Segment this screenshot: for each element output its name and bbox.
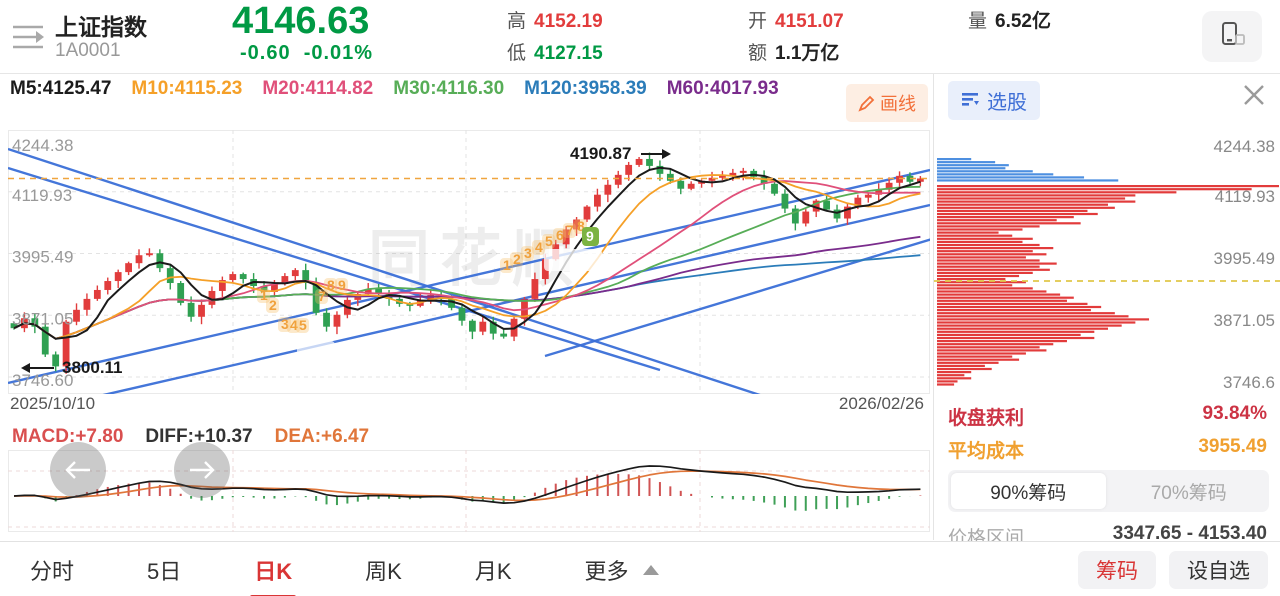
- tab-daily-k[interactable]: 日K: [254, 554, 292, 586]
- filter-bars-icon: [962, 93, 979, 106]
- scroll-right-button[interactable]: [174, 442, 230, 498]
- macd-legend: MACD:+7.80 DIFF:+10.37 DEA:+6.47: [12, 426, 369, 448]
- avg-cost-label: 平均成本: [948, 441, 1025, 462]
- ma-value: M20:4114.82: [262, 78, 374, 99]
- svg-text:9: 9: [586, 228, 594, 244]
- svg-text:5: 5: [299, 317, 307, 333]
- price-range-value: 3347.65 - 4153.40: [1112, 523, 1267, 544]
- svg-text:4: 4: [290, 317, 298, 333]
- svg-text:2: 2: [269, 297, 277, 313]
- menu-arrow-icon[interactable]: [10, 22, 48, 52]
- arrow-right-icon: [190, 461, 215, 479]
- ma-value: M5:4125.47: [10, 78, 112, 99]
- svg-text:3: 3: [524, 245, 532, 261]
- chips-button[interactable]: 筹码: [1078, 550, 1156, 589]
- svg-text:3746.6: 3746.6: [1223, 373, 1275, 392]
- ma-value: M60:4017.93: [666, 78, 779, 99]
- stat-open: 开 4151.07: [748, 11, 844, 32]
- chip-distribution-panel: 4244.38 4119.93 3995.49 3871.05 3746.6 选股 收盘…: [933, 74, 1280, 549]
- stock-code: 1A0001: [55, 40, 121, 61]
- svg-text:8: 8: [577, 218, 585, 234]
- close-profit-row: 收盘获利 93.84%: [948, 403, 1267, 430]
- stock-name: 上证指数: [55, 14, 147, 40]
- svg-text:3871.05: 3871.05: [1214, 311, 1275, 330]
- avg-cost-row: 平均成本 3955.49: [948, 436, 1267, 463]
- svg-text:3995.49: 3995.49: [1214, 249, 1275, 268]
- stat-low: 低 4127.15: [507, 43, 603, 64]
- date-start: 2025/10/10: [10, 394, 96, 413]
- svg-text:4244.38: 4244.38: [12, 136, 73, 155]
- tab-minute[interactable]: 分时: [30, 558, 75, 584]
- svg-text:1: 1: [503, 257, 511, 273]
- svg-text:5: 5: [545, 233, 553, 249]
- svg-text:4190.87: 4190.87: [570, 144, 631, 163]
- ma-legend: M5:4125.47 M10:4115.23 M20:4114.82 M30:4116…: [10, 77, 820, 101]
- svg-text:3995.49: 3995.49: [12, 248, 73, 267]
- volume-profile-chart[interactable]: 4244.38 4119.93 3995.49 3871.05 3746.6: [934, 74, 1280, 540]
- svg-text:4244.38: 4244.38: [1214, 137, 1275, 156]
- close-profit-value: 93.84%: [1202, 403, 1267, 424]
- rotate-screen-button[interactable]: [1202, 11, 1262, 62]
- pencil-icon: [858, 95, 875, 112]
- scroll-left-button[interactable]: [50, 442, 106, 498]
- stat-high: 高 4152.19: [507, 11, 603, 32]
- stock-pick-button[interactable]: 选股: [948, 81, 1040, 120]
- stat-volume: 量 6.52亿: [968, 11, 1051, 32]
- add-watchlist-button[interactable]: 设自选: [1169, 550, 1268, 589]
- svg-text:7: 7: [566, 222, 574, 238]
- avg-cost-value: 3955.49: [1198, 436, 1267, 457]
- chip-percent-tabs: 90%筹码 70%筹码: [948, 470, 1269, 512]
- macd-chart[interactable]: [8, 450, 930, 532]
- dea-value: DEA:+6.47: [274, 426, 370, 447]
- tab-5day[interactable]: 5日: [147, 558, 182, 584]
- tab-more[interactable]: 更多: [585, 554, 659, 586]
- close-profit-label: 收盘获利: [948, 408, 1025, 429]
- svg-text:3871.05: 3871.05: [12, 309, 73, 328]
- ma-value: M10:4115.23: [131, 78, 243, 99]
- close-panel-button[interactable]: [1240, 82, 1268, 110]
- period-tab-bar: 分时 5日 日K 周K 月K 更多 筹码 设自选: [0, 541, 1280, 596]
- date-end: 2026/02/26: [838, 394, 924, 413]
- close-icon: [1244, 85, 1264, 105]
- phone-rotate-icon: [1222, 22, 1245, 45]
- svg-text:4119.93: 4119.93: [1215, 187, 1275, 206]
- chart-region: M5:4125.47 M10:4115.23 M20:4114.82 M30:4116…: [0, 74, 932, 540]
- tab-weekly-k[interactable]: 周K: [365, 558, 402, 584]
- ma-value: M30:4116.30: [393, 78, 505, 99]
- header: 上证指数 1A0001 4146.63 -0.60 -0.01% 高 4152.1…: [0, 0, 1280, 74]
- diff-value: DIFF:+10.37: [145, 426, 253, 447]
- svg-text:4119.93: 4119.93: [12, 186, 72, 205]
- macd-value: MACD:+7.80: [12, 426, 124, 447]
- svg-text:3800.11: 3800.11: [62, 358, 123, 377]
- svg-text:9: 9: [338, 277, 346, 293]
- last-price: 4146.63: [232, 0, 370, 42]
- svg-text:6: 6: [556, 227, 564, 243]
- tab-70-percent-chips[interactable]: 70%筹码: [1150, 482, 1227, 504]
- stat-amount: 额 1.1万亿: [748, 43, 840, 64]
- svg-text:7: 7: [318, 288, 326, 304]
- draw-line-button[interactable]: 画线: [846, 84, 928, 122]
- svg-text:3: 3: [281, 316, 289, 332]
- svg-text:3746.60: 3746.60: [12, 371, 73, 390]
- svg-text:1: 1: [260, 287, 268, 303]
- tab-monthly-k[interactable]: 月K: [474, 558, 512, 584]
- arrow-left-icon: [65, 461, 90, 479]
- svg-text:4: 4: [535, 239, 543, 255]
- tab-90-percent-chips[interactable]: 90%筹码: [951, 473, 1106, 509]
- chevron-up-icon: [642, 564, 659, 575]
- price-change: -0.60 -0.01%: [240, 42, 374, 64]
- svg-text:2: 2: [513, 251, 521, 267]
- ma-value: M120:3958.39: [524, 78, 647, 99]
- svg-text:8: 8: [327, 277, 335, 293]
